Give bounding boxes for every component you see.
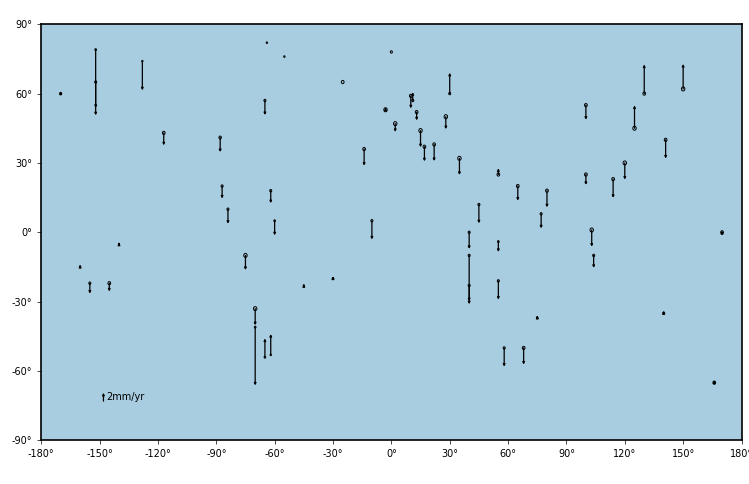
Text: 2mm/yr: 2mm/yr: [106, 392, 145, 402]
